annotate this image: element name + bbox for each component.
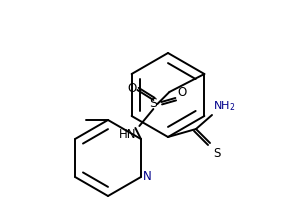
Text: NH$_2$: NH$_2$ <box>213 99 236 113</box>
Text: HN: HN <box>119 128 136 141</box>
Text: O: O <box>128 81 137 95</box>
Text: O: O <box>177 87 187 99</box>
Text: S: S <box>213 147 221 160</box>
Text: S: S <box>149 97 157 111</box>
Text: N: N <box>143 171 152 184</box>
